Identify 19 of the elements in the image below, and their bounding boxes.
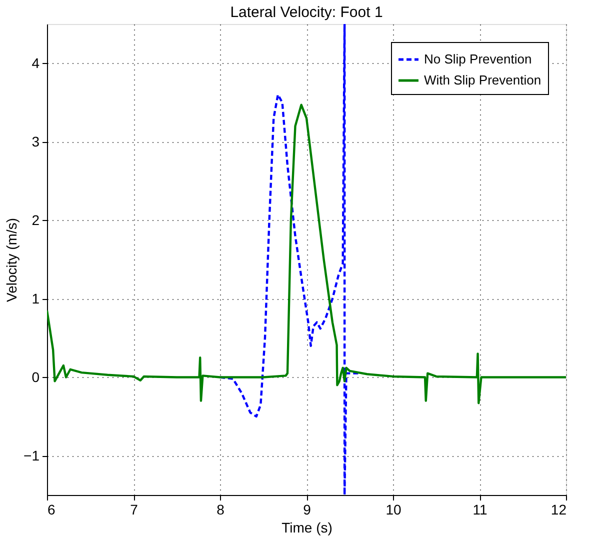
legend-label: No Slip Prevention [424,52,532,66]
x-tick-label: 11 [472,502,488,518]
legend-label: With Slip Prevention [424,72,542,88]
x-tick-label: 10 [386,502,402,518]
chart-title: Lateral Velocity: Foot 1 [230,4,383,21]
x-tick-label: 9 [303,502,312,518]
x-tick-label: 7 [130,502,138,518]
y-tick-label: 0 [32,368,40,385]
y-tick-label: 3 [32,133,40,150]
x-tick-label: 8 [216,502,225,518]
y-axis-title: Velocity (m/s) [4,218,20,302]
y-tick-label: −1 [24,447,40,464]
y-tick-label: 4 [32,54,40,71]
y-tick-label: 2 [32,212,40,228]
line-series [47,104,566,404]
y-tick-label: 1 [32,290,40,306]
x-tick-label: 6 [48,502,56,518]
x-axis-title: Time (s) [282,520,332,536]
x-tick-label: 12 [550,502,567,518]
